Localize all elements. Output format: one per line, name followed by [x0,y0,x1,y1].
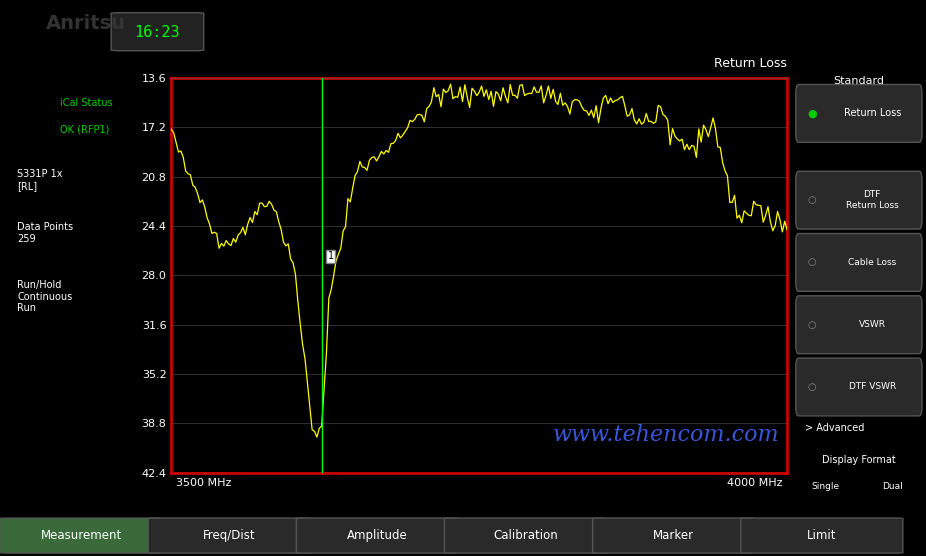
FancyBboxPatch shape [795,296,922,354]
Text: Calibration: Calibration [494,529,557,542]
Text: 4000 MHz: 4000 MHz [727,479,782,489]
Text: DTF VSWR: DTF VSWR [848,383,896,391]
Text: Single: Single [811,482,839,492]
Text: OK (RFP1): OK (RFP1) [60,125,109,135]
Text: Dual: Dual [882,482,903,492]
Text: Data Points
259: Data Points 259 [18,222,73,244]
Text: Cable Loss: Cable Loss [848,258,896,267]
Text: Measurement: Measurement [41,529,121,542]
FancyBboxPatch shape [795,358,922,416]
FancyBboxPatch shape [795,85,922,142]
Text: DTF
Return Loss: DTF Return Loss [846,191,898,210]
Text: ○: ○ [807,195,817,205]
Text: ●: ● [807,108,818,118]
FancyBboxPatch shape [296,518,458,553]
Text: 1: 1 [328,251,334,261]
Text: Amplitude: Amplitude [347,529,407,542]
FancyBboxPatch shape [148,518,310,553]
Text: iCal Status: iCal Status [60,98,113,108]
Text: Anritsu: Anritsu [46,14,126,33]
FancyBboxPatch shape [741,518,903,553]
Text: ○: ○ [807,320,817,330]
Text: www.tehencom.com: www.tehencom.com [553,424,780,446]
Text: > Advanced: > Advanced [806,424,865,434]
Text: Return Loss: Return Loss [714,57,787,70]
Text: 16:23: 16:23 [134,24,181,39]
Text: Limit: Limit [807,529,836,542]
Text: Marker: Marker [653,529,694,542]
Text: M1   3622.093 MHz                   26.83 dB: M1 3622.093 MHz 26.83 dB [16,492,418,507]
FancyBboxPatch shape [795,234,922,291]
Text: Return Loss: Return Loss [844,108,901,118]
FancyBboxPatch shape [444,518,607,553]
Text: ○: ○ [807,382,817,392]
FancyBboxPatch shape [795,171,922,229]
Text: Standard: Standard [833,76,884,86]
Text: ○: ○ [807,257,817,267]
FancyBboxPatch shape [593,518,755,553]
Text: S331P 1x
[RL]: S331P 1x [RL] [18,169,63,191]
Text: VSWR: VSWR [858,320,886,329]
Text: Run/Hold
Continuous
Run: Run/Hold Continuous Run [18,280,72,314]
Text: Display Format: Display Format [822,455,895,465]
Text: Freq/Dist: Freq/Dist [203,529,256,542]
FancyBboxPatch shape [0,518,162,553]
FancyBboxPatch shape [111,13,204,51]
Text: 3500 MHz: 3500 MHz [176,479,232,489]
